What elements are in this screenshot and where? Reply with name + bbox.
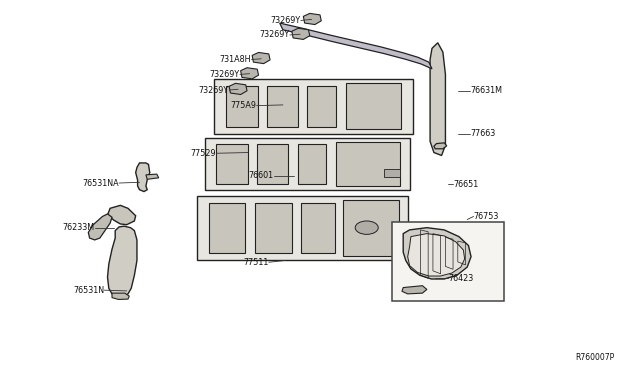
Polygon shape xyxy=(402,286,427,294)
Text: 76233M: 76233M xyxy=(63,223,95,232)
Text: 77663: 77663 xyxy=(470,129,495,138)
Text: 76531N: 76531N xyxy=(73,286,104,295)
Polygon shape xyxy=(301,203,335,253)
Polygon shape xyxy=(303,13,321,25)
Polygon shape xyxy=(257,144,288,184)
Text: 76651: 76651 xyxy=(453,180,478,189)
Polygon shape xyxy=(280,23,432,69)
Polygon shape xyxy=(255,203,292,253)
Polygon shape xyxy=(346,83,401,129)
Text: R760007P: R760007P xyxy=(575,353,614,362)
Text: 73269Y: 73269Y xyxy=(209,70,239,79)
Text: 76631M: 76631M xyxy=(470,86,502,95)
Polygon shape xyxy=(343,200,399,256)
Polygon shape xyxy=(209,203,245,253)
Polygon shape xyxy=(252,52,270,64)
Bar xyxy=(392,222,504,301)
Polygon shape xyxy=(214,79,413,134)
Polygon shape xyxy=(108,226,137,297)
Text: 76423: 76423 xyxy=(448,274,473,283)
Text: 775A9: 775A9 xyxy=(230,101,256,110)
Polygon shape xyxy=(136,163,150,192)
Polygon shape xyxy=(403,228,471,279)
Text: 73269Y: 73269Y xyxy=(260,31,290,39)
Text: 76753: 76753 xyxy=(474,212,499,221)
Text: 73269Y: 73269Y xyxy=(198,86,228,94)
Text: 73269Y: 73269Y xyxy=(271,16,301,25)
Polygon shape xyxy=(108,205,136,225)
Text: 731A8H: 731A8H xyxy=(220,55,251,64)
Polygon shape xyxy=(307,86,336,127)
Polygon shape xyxy=(336,142,400,186)
Polygon shape xyxy=(267,86,298,127)
Polygon shape xyxy=(434,143,447,149)
Polygon shape xyxy=(205,138,410,190)
Polygon shape xyxy=(298,144,326,184)
Polygon shape xyxy=(430,43,445,155)
Polygon shape xyxy=(408,234,465,276)
Text: 77529: 77529 xyxy=(191,149,216,158)
Text: 76531NA: 76531NA xyxy=(83,179,119,187)
Polygon shape xyxy=(216,144,248,184)
Polygon shape xyxy=(226,86,258,127)
Polygon shape xyxy=(197,196,408,260)
Polygon shape xyxy=(229,83,247,94)
Polygon shape xyxy=(146,174,159,179)
Circle shape xyxy=(355,221,378,234)
Polygon shape xyxy=(112,293,129,299)
Polygon shape xyxy=(292,28,310,39)
Text: 77511: 77511 xyxy=(243,258,269,267)
Polygon shape xyxy=(241,68,259,79)
Polygon shape xyxy=(88,214,112,240)
Polygon shape xyxy=(384,169,400,177)
Text: 76601: 76601 xyxy=(249,171,274,180)
